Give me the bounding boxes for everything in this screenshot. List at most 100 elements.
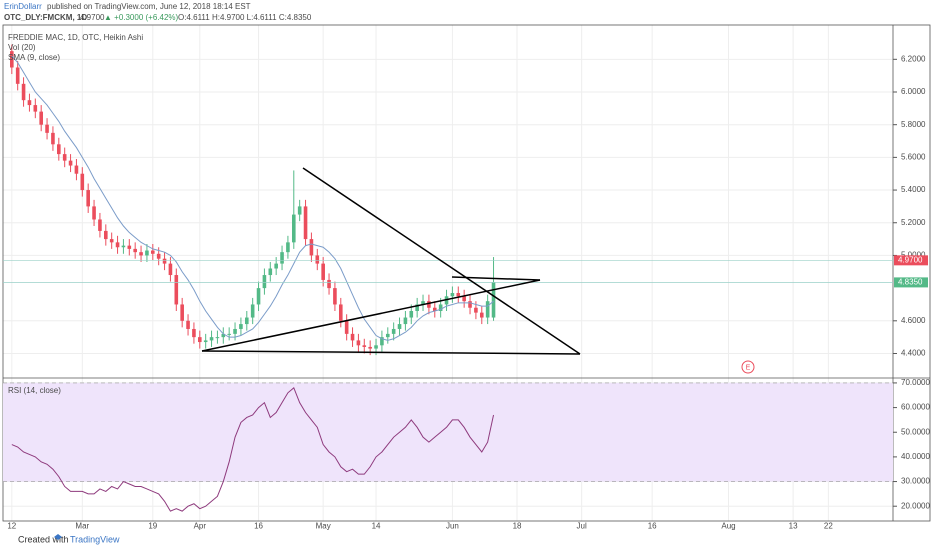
candle-body: [309, 239, 314, 256]
candle-body: [27, 100, 32, 106]
candle-body: [356, 340, 361, 346]
candle-body: [432, 307, 437, 311]
candle-body: [62, 154, 67, 161]
footer-brand[interactable]: TradingView: [70, 534, 120, 544]
symbol: OTC_DLY:FMCKM, 1D: [4, 13, 87, 22]
candle-body: [45, 124, 49, 133]
candle-body: [409, 310, 414, 318]
frame: [2, 24, 931, 522]
candle-body: [215, 337, 220, 339]
candle-body: [33, 105, 38, 112]
ohlc: O:4.6111 H:4.9700 L:4.6111 C:4.8350: [178, 13, 312, 22]
candle-body: [374, 345, 378, 349]
sma-label: SMA (9, close): [8, 53, 60, 62]
y-tick-label: 5.0000: [901, 251, 926, 260]
candle-body: [468, 301, 472, 308]
trendline: [201, 279, 541, 352]
candle-body: [115, 242, 120, 248]
candle-body: [291, 214, 296, 243]
candle-body: [474, 307, 478, 313]
candle-body: [380, 337, 384, 346]
candle-body: [303, 206, 308, 240]
candle-body: [297, 206, 302, 215]
candle-body: [268, 268, 273, 276]
candle-body: [450, 293, 455, 297]
pane-title: FREDDIE MAC, 1D, OTC, Heikin Ashi: [8, 33, 143, 42]
x-tick-label: Mar: [75, 522, 89, 531]
volume-label: Vol (20): [8, 43, 36, 52]
y-tick-label: 40.0000: [901, 452, 930, 461]
x-tick-label: 22: [824, 522, 833, 531]
candle-body: [86, 190, 90, 207]
candle-body: [321, 263, 325, 280]
candle-body: [139, 252, 143, 256]
x-tick-label: 13: [789, 522, 798, 531]
x-tick-label: 12: [7, 522, 16, 531]
y-tick-label: 4.4000: [901, 349, 926, 358]
x-tick-label: Jun: [446, 522, 459, 531]
x-tick-label: 16: [648, 522, 657, 531]
y-tick-label: 70.0000: [901, 378, 930, 387]
price-tag: [894, 277, 928, 288]
candle-body: [145, 250, 149, 256]
candle-body: [192, 328, 196, 338]
candle-body: [109, 239, 114, 243]
candle-body: [233, 328, 237, 334]
candle-body: [57, 144, 61, 155]
candle-body: [21, 83, 26, 101]
x-tick-label: May: [316, 522, 331, 531]
price-tag-label: 4.8350: [898, 278, 923, 287]
candle-body: [421, 301, 425, 305]
y-tick-label: 5.8000: [901, 120, 926, 129]
candle-body: [350, 333, 355, 341]
x-tick-label: Aug: [721, 522, 735, 531]
candle-body: [74, 165, 79, 174]
candle-body: [403, 317, 408, 325]
x-tick-label: 14: [372, 522, 381, 531]
candle-body: [39, 111, 43, 125]
event-label[interactable]: E: [746, 364, 751, 371]
candle-body: [338, 304, 343, 321]
price-tag: [894, 255, 928, 266]
y-tick-label: 5.6000: [901, 152, 926, 161]
candle-body: [180, 304, 184, 321]
candle-body: [485, 301, 490, 318]
candle-body: [156, 253, 161, 259]
candle-body: [98, 219, 102, 231]
rsi-line: [11, 387, 495, 512]
candle-body: [491, 282, 496, 318]
candle-body: [262, 275, 267, 289]
candle-body: [92, 206, 96, 220]
candle-body: [221, 333, 226, 338]
price-tag-label: 4.9700: [898, 255, 923, 264]
candle-body: [427, 301, 431, 308]
author[interactable]: ErinDollarr: [4, 2, 42, 11]
candle-body: [121, 245, 126, 248]
x-tick-label: Apr: [194, 522, 207, 531]
change: ▲ +0.3000 (+6.42%): [104, 13, 179, 22]
candle-body: [197, 337, 202, 343]
candle-body: [286, 242, 290, 253]
candle-body: [227, 333, 231, 335]
candle-body: [368, 346, 372, 349]
x-tick-label: 18: [513, 522, 522, 531]
y-tick-label: 6.2000: [901, 54, 926, 63]
x-tick-label: 16: [254, 522, 263, 531]
candle-body: [51, 132, 55, 145]
footer-created: Created with: [18, 534, 69, 544]
candle-body: [462, 296, 466, 302]
trendline: [201, 350, 581, 355]
candle-body: [362, 345, 367, 347]
candle-body: [244, 317, 249, 325]
candle-body: [344, 320, 349, 334]
candle-body: [10, 51, 14, 68]
candle-body: [438, 304, 443, 311]
brand-icon: [54, 534, 62, 540]
candle-body: [68, 160, 73, 166]
sma-line: [11, 55, 494, 341]
candle-body: [274, 263, 278, 269]
event-marker[interactable]: [741, 360, 755, 374]
candle-body: [315, 255, 320, 264]
candle-body: [397, 324, 402, 329]
candle-body: [15, 67, 20, 84]
